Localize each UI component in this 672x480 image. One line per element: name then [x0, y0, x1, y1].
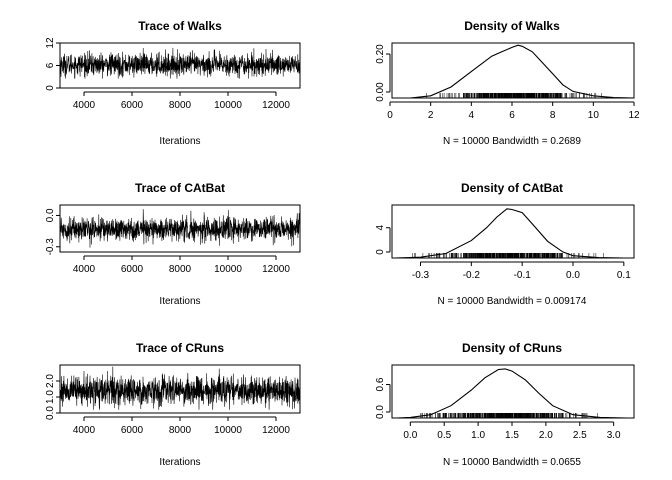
y-tick-label: 0	[375, 249, 386, 255]
x-tick-label: 0.0	[403, 430, 417, 441]
x-tick-label: 4	[469, 110, 475, 121]
trace-series-line	[59, 47, 301, 79]
x-tick-label: 10	[588, 110, 600, 121]
rug-marks	[420, 413, 598, 418]
x-tick-label: 1.5	[505, 430, 519, 441]
y-tick-label: 0.0	[45, 208, 56, 222]
x-tick-label: 0.1	[617, 270, 631, 281]
density-curve	[410, 44, 635, 99]
x-axis-label: N = 10000 Bandwidth = 0.2689	[443, 136, 581, 147]
x-tick-label: 10000	[214, 425, 242, 436]
x-tick-label: -0.1	[514, 270, 532, 281]
plot-frame	[391, 42, 635, 99]
panel-trace-cruns: Trace of CRuns Iterations 0.0 1.0 2.0 4000 6…	[45, 341, 301, 468]
y-tick-label: 6	[45, 62, 56, 68]
panel-density-walks: Density of Walks N = 10000 Bandwidth = 0…	[375, 19, 640, 147]
density-curve	[396, 368, 628, 419]
x-axis-label: N = 10000 Bandwidth = 0.0655	[443, 457, 581, 468]
panel-title: Density of CRuns	[462, 341, 562, 355]
y-tick-label: 0.6	[375, 377, 386, 391]
x-tick-label: 8000	[169, 100, 192, 111]
plot-frame	[391, 204, 635, 259]
x-tick-label: 4000	[73, 100, 96, 111]
x-tick-label: 8000	[169, 264, 192, 275]
y-tick-label: 1.0	[45, 390, 56, 404]
x-tick-label: 8	[550, 110, 556, 121]
x-tick-label: 6	[509, 110, 515, 121]
x-axis-label: N = 10000 Bandwidth = 0.009174	[437, 296, 586, 307]
trace-series-line	[59, 209, 301, 248]
x-tick-label: 0.0	[566, 270, 580, 281]
trace-series-line	[59, 366, 301, 410]
panel-title: Trace of CAtBat	[135, 181, 225, 195]
y-tick-label: 2.0	[45, 374, 56, 388]
x-tick-label: 6000	[121, 425, 144, 436]
panel-density-cruns: Density of CRuns N = 10000 Bandwidth = 0…	[375, 341, 635, 468]
x-tick-label: 0	[387, 110, 393, 121]
x-tick-label: 12000	[262, 100, 290, 111]
y-tick-label: 0.0	[45, 406, 56, 420]
x-tick-label: 1.0	[471, 430, 485, 441]
x-tick-label: -0.3	[412, 270, 430, 281]
x-tick-label: 2	[428, 110, 434, 121]
panel-title: Trace of CRuns	[136, 341, 224, 355]
y-tick-label: 12	[45, 37, 56, 49]
x-tick-label: 12000	[262, 264, 290, 275]
x-axis-label: Iterations	[159, 136, 200, 147]
x-tick-label: 4000	[73, 264, 96, 275]
panel-title: Density of CAtBat	[461, 181, 563, 195]
panel-trace-catbat: Trace of CAtBat Iterations -0.3 0.0 4000 60…	[45, 181, 301, 307]
panel-title: Density of Walks	[464, 19, 560, 33]
x-axis-label: Iterations	[159, 296, 200, 307]
x-tick-label: 12	[628, 110, 640, 121]
x-tick-label: 10000	[214, 264, 242, 275]
x-tick-label: 2.0	[539, 430, 553, 441]
x-tick-label: 2.5	[573, 430, 587, 441]
panel-trace-walks: Trace of Walks Iterations 0 6 12 4000 6000 80…	[45, 19, 301, 147]
panel-density-catbat: Density of CAtBat N = 10000 Bandwidth = …	[375, 181, 635, 307]
plot-frame	[391, 364, 635, 419]
rug-marks	[426, 93, 602, 98]
x-tick-label: -0.2	[463, 270, 481, 281]
panel-title: Trace of Walks	[138, 19, 222, 33]
x-tick-label: 0.5	[437, 430, 451, 441]
y-tick-label: 0.0	[375, 405, 386, 419]
x-tick-label: 10000	[214, 100, 242, 111]
density-curve	[395, 208, 624, 259]
rug-marks	[412, 253, 604, 258]
x-tick-label: 6000	[121, 100, 144, 111]
x-tick-label: 8000	[169, 425, 192, 436]
x-tick-label: 6000	[121, 264, 144, 275]
y-tick-label: -0.3	[45, 238, 56, 256]
y-tick-label: 4	[375, 224, 386, 230]
y-tick-label: 0	[45, 85, 56, 91]
y-tick-label: 0.20	[375, 44, 386, 64]
x-tick-label: 12000	[262, 425, 290, 436]
x-tick-label: 4000	[73, 425, 96, 436]
x-tick-label: 3.0	[607, 430, 621, 441]
y-tick-label: 0.00	[375, 82, 386, 102]
plot-frame	[59, 364, 301, 414]
x-axis-label: Iterations	[159, 457, 200, 468]
